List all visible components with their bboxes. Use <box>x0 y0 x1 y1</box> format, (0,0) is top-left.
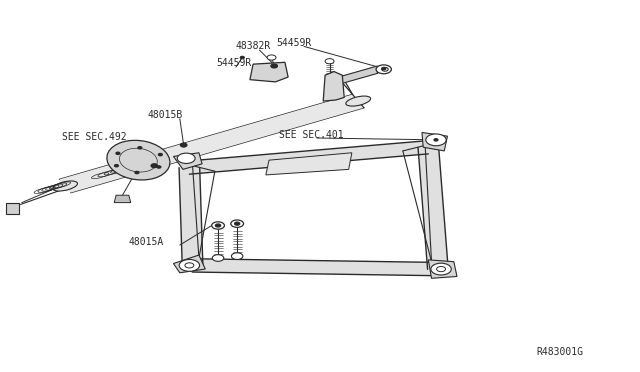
Text: SEE SEC.492: SEE SEC.492 <box>62 132 127 142</box>
Circle shape <box>382 67 388 71</box>
Polygon shape <box>422 132 447 151</box>
Text: 48015A: 48015A <box>129 237 164 247</box>
Circle shape <box>235 222 240 225</box>
Polygon shape <box>114 195 131 203</box>
Text: 54459R: 54459R <box>276 38 312 48</box>
Polygon shape <box>179 167 203 266</box>
Polygon shape <box>60 94 364 193</box>
Circle shape <box>159 154 163 156</box>
Polygon shape <box>342 66 378 83</box>
Text: 54459R: 54459R <box>217 58 252 68</box>
Text: 48382R: 48382R <box>236 41 271 51</box>
Circle shape <box>273 65 277 67</box>
Circle shape <box>115 164 118 167</box>
Circle shape <box>434 139 438 141</box>
Circle shape <box>151 164 157 167</box>
Circle shape <box>376 65 392 74</box>
Circle shape <box>431 263 451 275</box>
Ellipse shape <box>107 140 170 180</box>
Polygon shape <box>250 62 288 82</box>
Text: 48015B: 48015B <box>148 109 183 119</box>
Circle shape <box>179 260 200 271</box>
Circle shape <box>212 222 225 229</box>
Polygon shape <box>418 147 448 269</box>
Polygon shape <box>189 141 428 174</box>
Circle shape <box>231 220 244 227</box>
Text: SEE SEC.401: SEE SEC.401 <box>278 130 343 140</box>
Circle shape <box>185 263 194 268</box>
Circle shape <box>138 147 142 149</box>
Circle shape <box>216 224 221 227</box>
Circle shape <box>436 266 445 272</box>
Polygon shape <box>428 260 457 278</box>
Circle shape <box>271 64 277 68</box>
Circle shape <box>9 204 17 208</box>
Circle shape <box>157 166 161 168</box>
Polygon shape <box>173 255 205 273</box>
Circle shape <box>177 153 195 163</box>
Polygon shape <box>173 153 202 169</box>
Circle shape <box>232 253 243 260</box>
Text: R483001G: R483001G <box>537 347 584 357</box>
Circle shape <box>325 59 334 64</box>
Circle shape <box>382 67 386 70</box>
Circle shape <box>241 57 244 59</box>
Circle shape <box>180 143 187 147</box>
Circle shape <box>135 171 139 174</box>
Circle shape <box>267 55 276 60</box>
Circle shape <box>212 255 224 261</box>
Polygon shape <box>192 259 438 276</box>
FancyBboxPatch shape <box>6 203 19 214</box>
Circle shape <box>181 144 186 147</box>
Polygon shape <box>323 71 344 101</box>
Ellipse shape <box>346 96 371 106</box>
Ellipse shape <box>52 181 77 191</box>
Polygon shape <box>266 153 352 175</box>
Circle shape <box>116 152 120 154</box>
Circle shape <box>426 134 446 146</box>
